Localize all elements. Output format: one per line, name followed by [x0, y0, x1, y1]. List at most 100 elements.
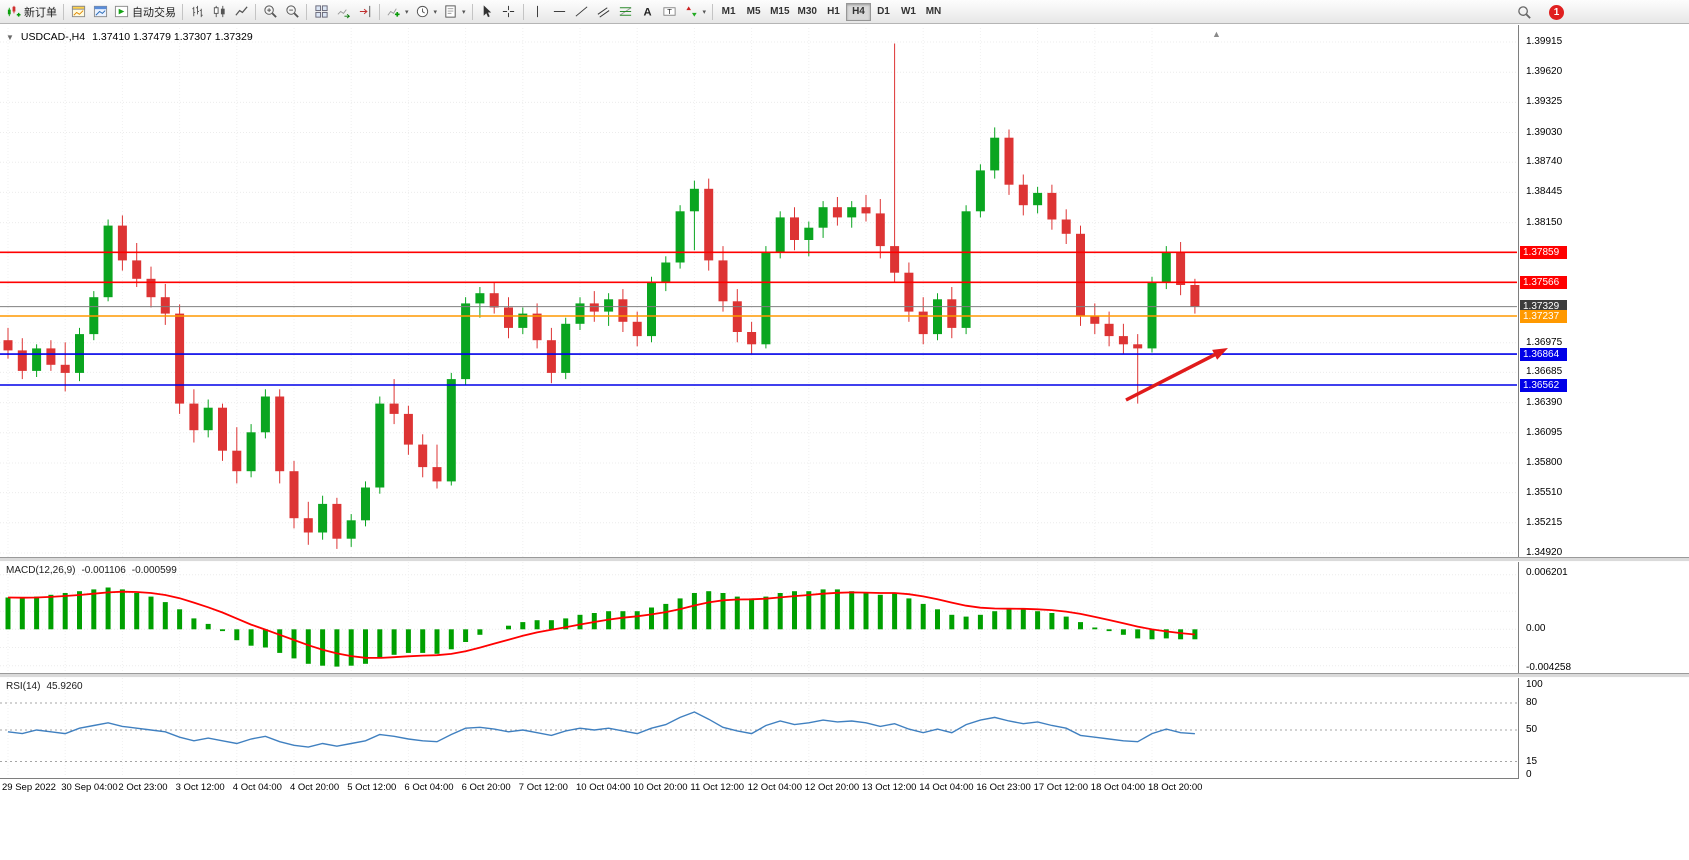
tile-windows-icon	[314, 5, 328, 18]
templates-button[interactable]: ▾	[440, 2, 469, 22]
rsi-indicator-canvas[interactable]	[0, 678, 1517, 777]
time-axis-label: 12 Oct 04:00	[747, 782, 802, 793]
main-chart-canvas[interactable]	[0, 28, 1517, 557]
pane-separator[interactable]	[0, 557, 1689, 562]
search-button[interactable]	[1513, 2, 1535, 22]
time-axis-label: 2 Oct 23:00	[118, 782, 168, 793]
bar-chart-icon	[191, 5, 203, 18]
macd-indicator-label: MACD(12,26,9) -0.001106 -0.000599	[6, 565, 177, 576]
zoom-out-button[interactable]	[281, 2, 303, 22]
crosshair-button[interactable]	[498, 2, 520, 22]
bar-chart-button[interactable]	[186, 2, 208, 22]
dropdown-caret-icon: ▾	[433, 8, 438, 16]
new-order-icon	[7, 5, 21, 17]
timeframe-m1-button[interactable]: M1	[716, 3, 741, 21]
cursor-button[interactable]	[476, 2, 498, 22]
new-order-button[interactable]: 新订单	[3, 2, 60, 22]
time-axis-label: 16 Oct 23:00	[976, 782, 1031, 793]
time-axis-label: 6 Oct 20:00	[461, 782, 511, 793]
candlestick-chart-button[interactable]	[208, 2, 230, 22]
vertical-line-button[interactable]	[527, 2, 549, 22]
profile-button[interactable]	[89, 2, 111, 22]
timeframe-m30-button[interactable]: M30	[794, 3, 821, 21]
toolbar-divider	[471, 3, 473, 20]
toolbar-divider	[182, 3, 183, 20]
indicators-button[interactable]: ▾	[383, 2, 412, 22]
auto-trading-icon	[114, 5, 129, 18]
rsi-axis-label: 50	[1526, 724, 1538, 735]
price-axis-label: 1.39915	[1526, 36, 1563, 47]
clock-icon	[416, 5, 428, 18]
dropdown-caret-icon: ▾	[462, 8, 466, 16]
macd-axis-label: 0.006201	[1526, 567, 1568, 578]
rsi-axis-label: 80	[1526, 697, 1538, 708]
collapse-chart-icon[interactable]: ▼	[6, 32, 14, 42]
macd-signal-value: -0.000599	[131, 565, 177, 576]
price-axis-label: 1.36685	[1526, 366, 1563, 378]
timeframe-d1-button[interactable]: D1	[871, 3, 896, 21]
toolbar-divider	[712, 3, 714, 20]
chart-shift-button[interactable]	[354, 2, 376, 22]
horizontal-line-button[interactable]	[549, 2, 571, 22]
auto-scroll-button[interactable]	[332, 2, 354, 22]
time-axis[interactable]: 29 Sep 2022 30 Sep 04:00 2 Oct 23:00 3 Oct …	[0, 780, 1517, 796]
arrows-button[interactable]: ▾	[681, 2, 710, 22]
time-axis-label: 11 Oct 12:00	[690, 782, 745, 793]
chart-shift-marker-icon[interactable]: ▲	[1212, 29, 1221, 39]
toolbar-divider	[522, 3, 524, 20]
tile-windows-button[interactable]	[310, 2, 332, 22]
price-axis-label: 1.39620	[1526, 66, 1563, 78]
line-chart-button[interactable]	[230, 2, 252, 22]
notification-badge[interactable]: 1	[1549, 4, 1564, 20]
time-axis-label: 5 Oct 12:00	[347, 782, 397, 793]
timeframe-m15-button[interactable]: M15	[766, 3, 793, 21]
time-axis-label: 10 Oct 20:00	[633, 782, 688, 793]
time-axis-label: 4 Oct 20:00	[290, 782, 340, 793]
price-axis-border	[1518, 25, 1519, 778]
chart-ohlc-values: 1.37410 1.37479 1.37307 1.37329	[92, 31, 253, 43]
charts-button[interactable]	[67, 2, 89, 22]
zoom-in-button[interactable]	[259, 2, 281, 22]
chart-shift-icon	[359, 5, 370, 18]
channel-button[interactable]	[593, 2, 615, 22]
time-axis-label: 30 Sep 04:00	[61, 782, 118, 793]
crosshair-icon	[502, 5, 515, 18]
chart-title: ▼ USDCAD-,H4 1.37410 1.37479 1.37307 1.3…	[6, 31, 253, 43]
price-axis[interactable]: 1.39915 1.39620 1.39325 1.39030 1.38740 1.384…	[1519, 0, 1689, 860]
pane-separator[interactable]	[0, 673, 1689, 678]
horizontal-line-icon	[553, 11, 566, 12]
timeframe-m5-button[interactable]: M5	[741, 3, 766, 21]
auto-trading-label: 自动交易	[132, 6, 176, 19]
auto-scroll-icon	[337, 9, 350, 19]
time-axis-border	[0, 778, 1689, 779]
charts-icon	[71, 5, 85, 18]
timeframe-w1-button[interactable]: W1	[896, 3, 921, 21]
time-axis-label: 18 Oct 20:00	[1148, 782, 1203, 793]
periods-button[interactable]: ▾	[412, 2, 441, 22]
timeframe-h4-button[interactable]: H4	[845, 2, 871, 21]
time-axis-label: 3 Oct 12:00	[175, 782, 225, 793]
toolbar-divider	[306, 3, 307, 20]
trendline-button[interactable]	[571, 2, 593, 22]
price-line-label: 1.37237	[1520, 309, 1567, 323]
timeframe-mn-button[interactable]: MN	[921, 3, 946, 21]
price-axis-label: 1.36975	[1526, 336, 1563, 348]
arrows-icon	[685, 6, 697, 17]
time-axis-label: 13 Oct 12:00	[862, 782, 917, 793]
text-button[interactable]: A	[637, 2, 659, 22]
zoom-in-icon	[263, 5, 277, 18]
timeframe-h1-button[interactable]: H1	[821, 3, 846, 21]
price-axis-label: 1.36390	[1526, 396, 1563, 408]
time-axis-label: 10 Oct 04:00	[576, 782, 631, 793]
toolbar-right-group: 1	[1513, 2, 1564, 22]
macd-indicator-canvas[interactable]	[0, 562, 1517, 673]
fibonacci-button[interactable]	[615, 2, 637, 22]
time-axis-label: 14 Oct 04:00	[919, 782, 974, 793]
new-order-label: 新订单	[24, 6, 57, 19]
time-axis-label: 17 Oct 12:00	[1033, 782, 1088, 793]
toolbar-divider	[63, 3, 64, 20]
text-label-button[interactable]: T	[659, 2, 681, 22]
auto-trading-button[interactable]: 自动交易	[111, 2, 179, 22]
dropdown-caret-icon: ▾	[405, 8, 409, 16]
